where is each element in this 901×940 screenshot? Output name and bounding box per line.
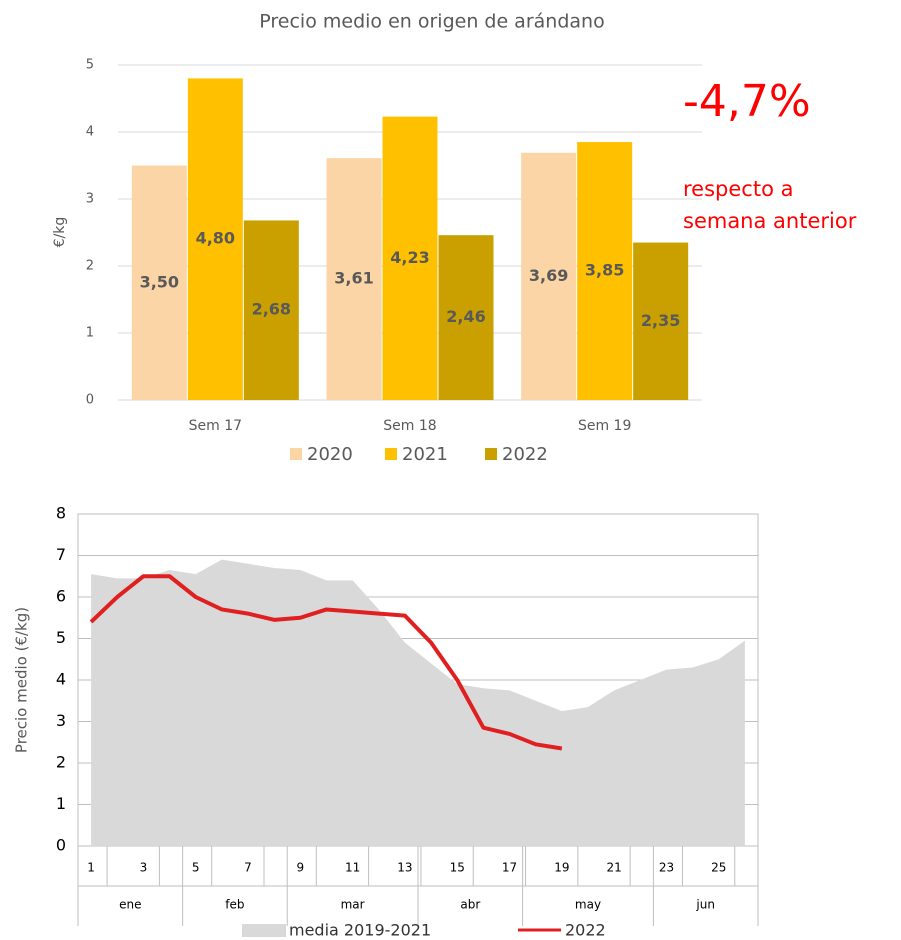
x-tick-label: 3 [140, 861, 148, 875]
bar [326, 158, 382, 400]
x-tick-label: 21 [607, 861, 622, 875]
y-axis-label: €/kg [52, 217, 68, 248]
bar [577, 142, 633, 401]
data-label: 2,35 [641, 311, 680, 330]
data-label: 3,50 [140, 272, 179, 291]
y-tick-label: 4 [56, 670, 66, 689]
legend-swatch [385, 448, 397, 460]
y-tick-label: 1 [86, 326, 94, 341]
y-tick-label: 2 [86, 259, 94, 274]
bar [131, 165, 187, 400]
y-tick-label: 1 [56, 794, 66, 813]
legend-label: 2021 [402, 444, 448, 465]
month-label: mar [341, 898, 365, 912]
legend-label: 2022 [502, 444, 548, 465]
y-tick-label: 7 [56, 545, 66, 564]
y-tick-label: 0 [56, 836, 66, 855]
line [89, 574, 563, 751]
x-tick-label: 1 [87, 861, 95, 875]
x-tick-label: Sem 18 [383, 418, 436, 434]
y-tick-label: 0 [86, 393, 94, 408]
x-tick-label: 9 [296, 861, 304, 875]
chart-title: Precio medio en origen de arándano [259, 11, 604, 33]
x-tick-label: 23 [659, 861, 674, 875]
y-tick-label: 3 [86, 192, 94, 207]
y-axis-label: Precio medio (€/kg) [13, 607, 31, 753]
y-tick-label: 2 [56, 753, 66, 772]
y-tick-label: 5 [56, 628, 66, 647]
annotation-text: semana anterior [683, 209, 857, 233]
x-tick-label: Sem 17 [189, 418, 242, 434]
data-label: 4,23 [390, 248, 429, 267]
data-label: 3,61 [334, 269, 373, 288]
legend-swatch [290, 448, 302, 460]
y-tick-label: 8 [56, 504, 66, 523]
month-label: may [575, 898, 601, 912]
x-tick-label: 7 [244, 861, 252, 875]
legend-swatch [242, 924, 286, 937]
bar [633, 242, 689, 400]
y-tick-label: 5 [86, 58, 94, 73]
bar [243, 220, 299, 400]
annotation-value: -4,7% [683, 76, 811, 127]
area [91, 559, 745, 846]
data-label: 2,46 [446, 307, 485, 326]
month-label: feb [225, 898, 244, 912]
x-tick-label: Sem 19 [578, 418, 631, 434]
x-tick-label: 11 [345, 861, 360, 875]
x-tick-label: 17 [502, 861, 517, 875]
month-label: ene [119, 898, 141, 912]
data-label: 3,85 [585, 261, 624, 280]
legend-label: media 2019-2021 [289, 921, 431, 940]
x-tick-label: 19 [554, 861, 569, 875]
data-label: 4,80 [196, 229, 235, 248]
x-tick-label: 5 [192, 861, 200, 875]
month-label: jun [695, 898, 715, 912]
data-label: 3,69 [529, 266, 568, 285]
month-label: abr [460, 898, 480, 912]
y-tick-label: 4 [86, 125, 94, 140]
legend-swatch [485, 448, 497, 460]
x-tick-label: 13 [397, 861, 412, 875]
y-tick-label: 3 [56, 711, 66, 730]
bar [521, 152, 577, 400]
bar [187, 78, 243, 401]
legend-label: 2020 [307, 444, 353, 465]
y-tick-label: 6 [56, 587, 66, 606]
bar [382, 116, 438, 400]
legend-label: 2022 [565, 921, 606, 940]
x-tick-label: 15 [450, 861, 465, 875]
x-tick-label: 25 [711, 861, 726, 875]
data-label: 2,68 [252, 300, 291, 319]
bar [438, 235, 494, 400]
annotation-text: respecto a [683, 177, 793, 201]
